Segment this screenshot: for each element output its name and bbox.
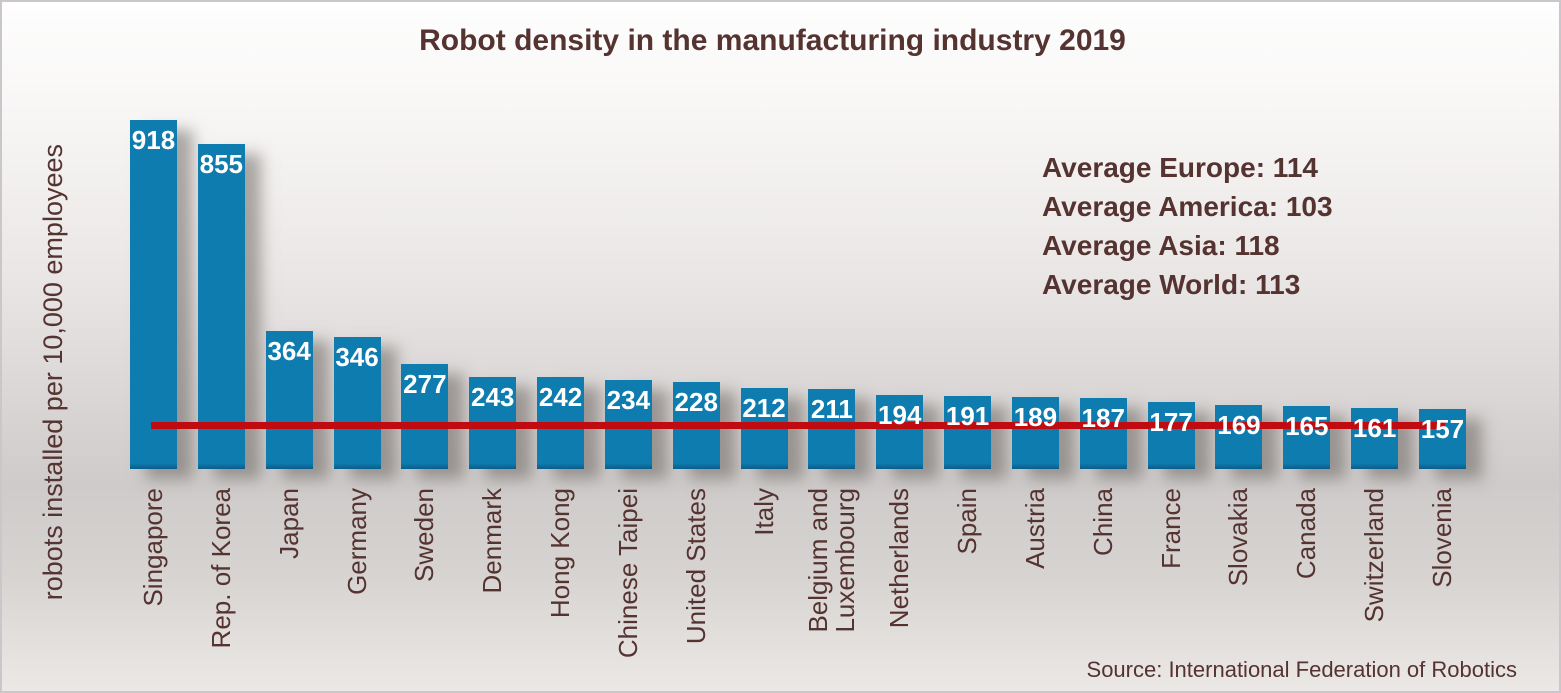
bar-value-germany: 346: [335, 342, 379, 372]
bar-germany: [333, 337, 381, 469]
average-asia: Average Asia: 118: [1042, 230, 1280, 261]
y-axis-label: robots installed per 10,000 employees: [37, 144, 68, 601]
category-label-japan: Japan: [273, 488, 304, 559]
average-america: Average America: 103: [1042, 191, 1333, 222]
bar-value-japan: 364: [267, 336, 311, 366]
bar-value-slovakia: 169: [1217, 410, 1261, 440]
category-label-austria: Austria: [1019, 488, 1050, 569]
category-label-china: China: [1087, 488, 1118, 556]
bar-value-united-states: 228: [674, 387, 718, 417]
bar-value-slovenia: 157: [1420, 414, 1465, 444]
category-label-belgium-and-luxembourg: Belgium and Luxembourg: [802, 488, 860, 633]
category-label-france: France: [1155, 488, 1186, 569]
bar-value-italy: 212: [742, 393, 786, 423]
averages-annotation-block: Average Europe: 114 Average America: 103 A…: [1042, 148, 1333, 304]
bar-canada: [1283, 406, 1331, 469]
category-label-switzerland: Switzerland: [1359, 488, 1390, 623]
bar-value-denmark: 243: [470, 382, 515, 412]
bar-switzerland: [1351, 408, 1399, 469]
bar-sweden: [401, 364, 449, 469]
bar-value-chinese-taipei: 234: [606, 385, 651, 415]
bar-slovakia: [1215, 405, 1263, 469]
bar-value-spain: 191: [945, 401, 990, 431]
category-label-rep-of-korea: Rep. of Korea: [205, 488, 236, 649]
category-label-italy: Italy: [748, 488, 779, 536]
bar-value-belgium-and-luxembourg: 211: [810, 394, 853, 424]
category-label-canada: Canada: [1291, 488, 1322, 580]
bar-value-france: 177: [1149, 407, 1193, 437]
category-label-netherlands: Netherlands: [884, 488, 915, 629]
bar-japan: [265, 331, 313, 469]
bar-rep-of-korea: [197, 144, 245, 469]
chart-title: Robot density in the manufacturing indus…: [419, 24, 1126, 57]
average-world: Average World: 113: [1042, 269, 1301, 300]
category-label-sweden: Sweden: [409, 488, 440, 582]
bar-value-austria: 189: [1013, 402, 1058, 432]
source-text: Source: International Federation of Robo…: [1086, 657, 1517, 682]
bar-china: [1079, 398, 1127, 469]
bar-value-china: 187: [1081, 403, 1125, 433]
bar-austria: [1011, 397, 1059, 469]
bar-value-sweden: 277: [403, 369, 447, 399]
bar-value-canada: 165: [1285, 411, 1329, 441]
bar-belgium-and-luxembourg: [808, 389, 856, 469]
category-label-slovakia: Slovakia: [1223, 488, 1254, 587]
category-label-singapore: Singapore: [138, 488, 168, 607]
category-label-denmark: Denmark: [477, 488, 508, 594]
bar-value-netherlands: 194: [878, 400, 922, 430]
bar-france: [1147, 402, 1195, 469]
bar-value-singapore: 918: [131, 125, 176, 155]
average-europe: Average Europe: 114: [1042, 152, 1318, 183]
category-label-germany: Germany: [341, 488, 372, 595]
category-label-united-states: United States: [680, 488, 711, 645]
bar-slovenia: [1418, 409, 1466, 469]
bar-value-hong-kong: 242: [538, 382, 583, 412]
category-label-slovenia: Slovenia: [1426, 488, 1457, 588]
category-label-chinese-taipei: Chinese Taipei: [612, 488, 643, 659]
bar-netherlands: [876, 395, 924, 469]
bar-value-switzerland: 161: [1352, 413, 1397, 443]
bar-singapore: [130, 120, 177, 469]
bar-spain: [944, 396, 992, 469]
category-label-hong-kong: Hong Kong: [545, 488, 576, 619]
bar-value-rep-of-korea: 855: [199, 149, 244, 179]
world-average-line: [150, 422, 1446, 429]
category-label-spain: Spain: [952, 488, 983, 555]
